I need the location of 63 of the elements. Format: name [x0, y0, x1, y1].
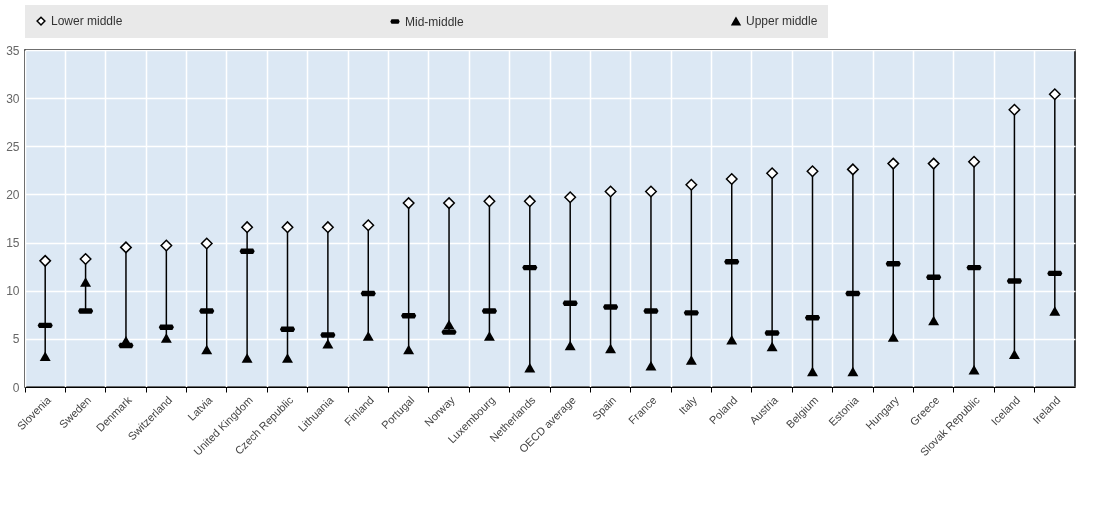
point — [1008, 103, 1021, 116]
point — [1049, 306, 1061, 316]
point — [483, 331, 495, 341]
x-tick-label: Italy — [676, 393, 700, 417]
point — [726, 335, 738, 345]
point — [403, 344, 415, 355]
y-tick-label: 0 — [12, 380, 20, 395]
point — [281, 221, 294, 234]
point — [241, 353, 253, 363]
point — [402, 197, 415, 210]
point — [766, 167, 779, 180]
point — [201, 344, 213, 355]
point — [443, 319, 455, 330]
point — [605, 343, 617, 354]
point — [847, 366, 859, 377]
point — [725, 173, 738, 186]
y-tick-label: 35 — [6, 43, 20, 58]
point — [200, 237, 213, 250]
point — [39, 351, 51, 361]
point — [443, 197, 456, 210]
point — [685, 355, 697, 365]
y-tick-label: 15 — [6, 236, 20, 251]
legend-label: Upper middle — [746, 14, 818, 29]
legend-label: Mid-middle — [405, 14, 465, 29]
point — [968, 364, 980, 375]
point — [39, 254, 52, 267]
point — [79, 252, 92, 265]
point — [80, 277, 92, 287]
point — [483, 195, 496, 208]
point — [1048, 88, 1061, 101]
y-tick-label: 25 — [6, 139, 20, 154]
point — [887, 332, 899, 342]
point — [1008, 349, 1020, 360]
point — [766, 341, 778, 352]
y-tick-label: 30 — [6, 91, 20, 106]
y-tick-label: 5 — [12, 332, 20, 347]
point — [119, 241, 132, 254]
point — [968, 155, 981, 168]
point — [645, 361, 657, 371]
point — [846, 163, 859, 176]
point — [523, 195, 536, 208]
point — [241, 221, 254, 234]
point — [564, 191, 577, 204]
point — [807, 366, 818, 377]
point — [282, 353, 293, 363]
point — [160, 239, 173, 252]
point — [887, 157, 900, 170]
point — [362, 331, 374, 341]
point — [564, 340, 576, 351]
point — [806, 165, 819, 178]
point — [322, 338, 334, 349]
point — [604, 185, 617, 198]
y-tick-label: 10 — [6, 284, 20, 299]
point — [685, 178, 698, 191]
point — [321, 221, 334, 234]
point — [160, 333, 172, 343]
point — [644, 185, 657, 198]
point — [524, 363, 536, 373]
point — [362, 219, 375, 232]
point — [927, 157, 940, 170]
y-tick-label: 20 — [6, 187, 20, 202]
point — [928, 315, 940, 326]
legend-label: Lower middle — [51, 14, 123, 29]
